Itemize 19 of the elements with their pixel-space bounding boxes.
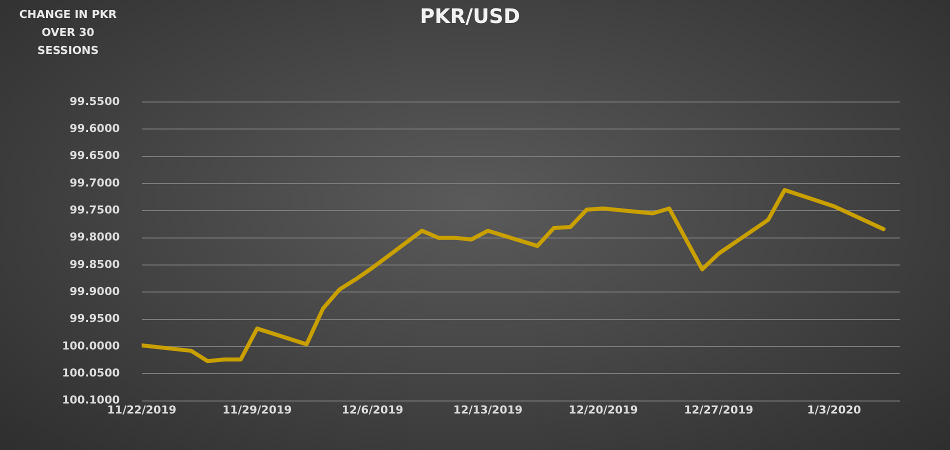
- x-tick-label: 12/13/2019: [453, 403, 523, 416]
- y-tick-label: 99.8500: [70, 258, 120, 271]
- y-tick-label: 99.7000: [70, 176, 120, 190]
- y-tick-label: 99.9000: [70, 285, 120, 298]
- x-tick-label: 12/27/2019: [684, 403, 754, 416]
- x-tick-label: 1/3/2020: [807, 403, 862, 416]
- x-tick-label: 12/20/2019: [568, 403, 638, 416]
- y-tick-label: 99.9500: [70, 312, 120, 326]
- y-tick-label: 99.7500: [70, 204, 120, 217]
- y-tick-label: 100.0000: [62, 339, 120, 352]
- x-tick-label: 12/6/2019: [342, 403, 404, 416]
- x-tick-label: 11/29/2019: [222, 403, 292, 416]
- y-tick-label: 99.5500: [70, 94, 120, 108]
- y-tick-label: 100.0500: [62, 366, 120, 380]
- y-tick-label: 99.6500: [70, 149, 120, 162]
- y-axis-title: CHANGE IN PKR OVER 30 SESSIONS: [18, 7, 118, 59]
- chart-title: PKR/USD: [420, 4, 520, 28]
- y-tick-label: 99.6000: [70, 122, 120, 136]
- y-tick-label: 99.8000: [70, 230, 120, 244]
